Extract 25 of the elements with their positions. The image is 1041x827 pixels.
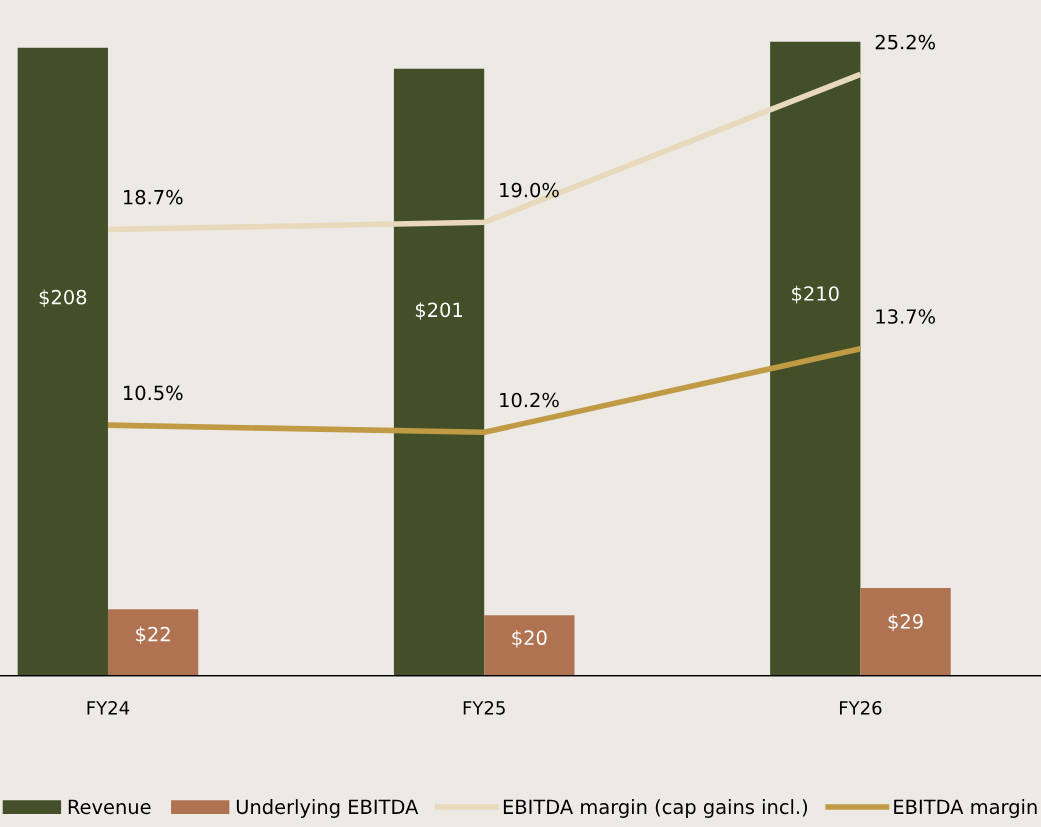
legend-label: Underlying EBITDA xyxy=(236,799,419,818)
data-label: $29 xyxy=(888,613,923,632)
data-label: $20 xyxy=(512,630,547,648)
data-label: 10.5% xyxy=(124,385,183,401)
data-label: 10.2% xyxy=(500,392,559,408)
data-label: $22 xyxy=(136,626,170,645)
x-tick-label: FY25 xyxy=(463,700,505,715)
legend-label: Revenue xyxy=(68,799,151,815)
data-label: $210 xyxy=(792,285,839,304)
x-tick-label: FY26 xyxy=(839,700,882,715)
data-label: $208 xyxy=(39,289,87,308)
data-label: $201 xyxy=(415,302,462,320)
bar xyxy=(484,615,575,676)
data-label: 13.7% xyxy=(876,309,935,324)
legend-label: EBITDA margin xyxy=(894,799,1037,818)
legend-label: EBITDA margin (cap gains incl.) xyxy=(503,799,808,818)
data-label: 19.0% xyxy=(500,182,559,198)
data-label: 18.7% xyxy=(124,189,183,205)
bar xyxy=(107,609,199,676)
bar xyxy=(17,47,108,676)
x-tick-label: FY24 xyxy=(87,700,130,715)
bar xyxy=(393,68,485,676)
bar xyxy=(860,588,951,676)
bar xyxy=(770,41,861,676)
data-label: 25.2% xyxy=(875,34,935,50)
